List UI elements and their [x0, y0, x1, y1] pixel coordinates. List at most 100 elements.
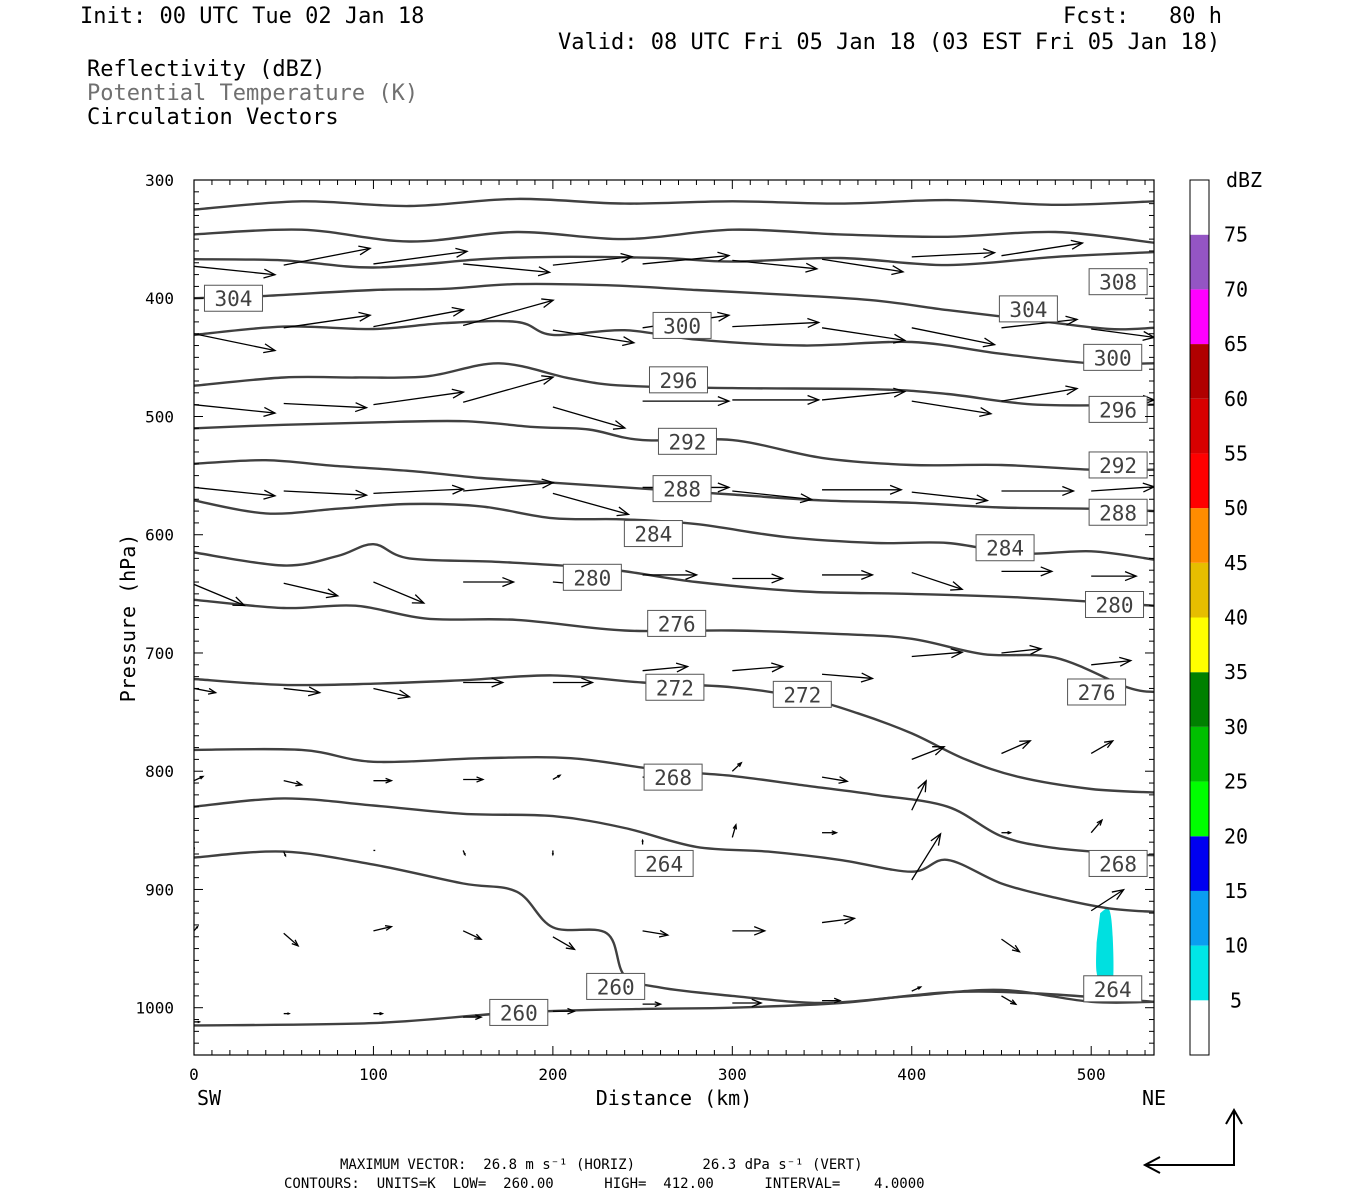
svg-text:308: 308	[1099, 271, 1137, 295]
circulation-vector	[194, 265, 277, 279]
circulation-vector	[462, 298, 555, 327]
contour-label: 260	[489, 998, 549, 1026]
colorbar-segment	[1190, 562, 1209, 618]
circulation-vector	[373, 484, 466, 495]
colorbar-tick-label: 15	[1224, 879, 1248, 903]
field-label-circulation-vectors: Circulation Vectors	[87, 105, 339, 130]
contour-label: 288	[1088, 498, 1148, 526]
circulation-vector	[194, 1020, 202, 1024]
svg-text:264: 264	[1094, 978, 1132, 1002]
svg-text:260: 260	[597, 975, 635, 999]
contour-label: 260	[586, 972, 646, 1000]
circulation-vector	[821, 327, 907, 344]
circulation-vector	[463, 576, 516, 588]
circulation-vector	[283, 780, 304, 787]
contour-label: 300	[1083, 343, 1143, 371]
y-tick-label: 800	[145, 762, 174, 781]
colorbar-segment	[1190, 289, 1209, 345]
reflectivity-layer	[1096, 908, 1114, 995]
svg-text:284: 284	[986, 537, 1024, 561]
circulation-vector	[642, 929, 670, 938]
circulation-vector	[911, 491, 990, 505]
circulation-vector	[194, 687, 218, 695]
contour-label: 308	[1088, 268, 1148, 296]
circulation-vector	[1001, 485, 1076, 497]
circulation-vector	[194, 583, 247, 607]
isentrope-296	[194, 362, 1154, 407]
colorbar-segment	[1190, 726, 1209, 782]
field-label-reflectivity: Reflectivity (dBZ)	[87, 57, 326, 82]
contour-info-note: CONTOURS: UNITS=K LOW= 260.00 HIGH= 412.…	[284, 1176, 925, 1192]
svg-text:288: 288	[1099, 501, 1137, 525]
circulation-vector	[642, 1001, 663, 1008]
colorbar-segment	[1190, 890, 1209, 946]
svg-text:300: 300	[1094, 346, 1132, 370]
contour-label: 288	[652, 475, 712, 503]
circulation-vector	[1001, 239, 1085, 257]
circulation-vector	[552, 406, 627, 430]
colorbar-tick-label: 10	[1224, 934, 1248, 958]
isentrope-276	[194, 598, 1154, 694]
svg-text:260: 260	[500, 1001, 538, 1025]
circulation-vector	[283, 686, 322, 697]
svg-text:272: 272	[656, 676, 694, 700]
circulation-vector	[463, 677, 505, 688]
contour-label: 276	[647, 609, 707, 637]
circulation-vector	[552, 329, 636, 347]
isentrope-308	[194, 250, 1154, 269]
colorbar-segment	[1190, 781, 1209, 837]
contour-label: 284	[975, 534, 1035, 562]
isentrope-292	[194, 419, 1154, 472]
circulation-vector	[642, 569, 699, 580]
circulation-vector	[641, 838, 644, 845]
circulation-vector	[732, 490, 814, 504]
contour-label: 280	[1085, 590, 1145, 618]
circulation-vector	[551, 850, 555, 857]
reflectivity-area-5dbz	[1096, 908, 1114, 995]
circulation-vector	[1001, 938, 1021, 953]
circulation-vector	[552, 492, 631, 517]
svg-text:300: 300	[663, 314, 701, 338]
circulation-vector	[283, 245, 372, 266]
circulation-vector	[552, 252, 634, 266]
y-tick-label: 600	[145, 526, 174, 545]
circulation-vector	[373, 581, 426, 604]
circulation-vector	[822, 997, 842, 1004]
colorbar-segment	[1190, 617, 1209, 673]
colorbar-tick-label: 75	[1224, 223, 1248, 247]
circulation-vector	[194, 404, 277, 417]
circulation-vector	[552, 774, 562, 781]
isentrope-312	[194, 228, 1154, 244]
circulation-vector	[283, 489, 369, 500]
circulation-vector	[732, 394, 821, 405]
svg-text:304: 304	[215, 287, 253, 311]
contour-label-layer: 304 300 304 308 296 300 292 296 288 292 284 288 284 2…	[203, 268, 1148, 1026]
svg-text:264: 264	[645, 852, 683, 876]
y-tick-label: 300	[145, 171, 174, 190]
contour-label: 284	[623, 520, 683, 548]
axis-tick-labels: 0 100 200 300 400 500 300 400 500 600 700 800 900 100…	[135, 171, 1105, 1084]
circulation-vector	[731, 761, 743, 772]
isentrope-272	[194, 674, 1154, 794]
contour-label: 280	[562, 563, 622, 591]
circulation-vector	[283, 1012, 291, 1015]
colorbar-tick-label: 55	[1224, 441, 1248, 465]
circulation-vector	[373, 687, 412, 700]
reference-vector-icon	[1142, 1107, 1243, 1174]
circulation-vector	[1001, 740, 1032, 755]
colorbar-segment	[1190, 836, 1209, 891]
circulation-vector	[732, 998, 763, 1008]
circulation-vector	[373, 306, 466, 328]
x-tick-label: 500	[1077, 1065, 1106, 1084]
colorbar-tick-label: 70	[1224, 277, 1248, 301]
colorbar-segment	[1190, 945, 1209, 1001]
circulation-vector	[1001, 566, 1054, 577]
circulation-vector	[373, 247, 469, 265]
svg-text:304: 304	[1009, 298, 1047, 322]
colorbar-segment	[1190, 234, 1209, 290]
contour-label: 276	[1067, 678, 1127, 706]
circulation-vector	[1001, 644, 1043, 655]
circulation-vector	[283, 311, 372, 329]
y-tick-label: 700	[145, 644, 174, 663]
